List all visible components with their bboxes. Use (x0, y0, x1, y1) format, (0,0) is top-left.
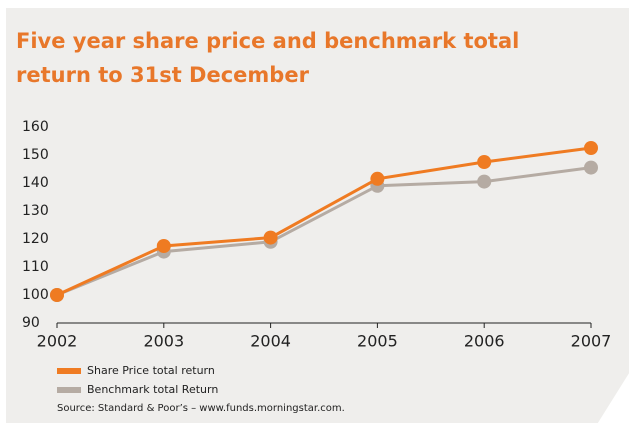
y-tick-label: 130 (22, 203, 49, 219)
legend-label: Benchmark total Return (87, 383, 218, 396)
point (156, 239, 171, 253)
x-tick-label: 2002 (37, 332, 78, 351)
y-tick-label: 120 (22, 231, 49, 247)
source-note: Source: Standard & Poor’s – www.funds.mo… (57, 403, 345, 414)
panel (6, 8, 629, 423)
y-tick-label: 160 (22, 119, 49, 135)
y-tick-label: 90 (22, 315, 40, 331)
y-tick-label: 100 (22, 287, 49, 303)
x-tick-label: 2005 (357, 332, 398, 351)
series-line (56, 166, 592, 297)
y-tick-label: 140 (22, 175, 49, 191)
point (50, 288, 64, 302)
point (584, 141, 598, 155)
legend-label: Share Price total return (87, 364, 215, 377)
y-tick-label: 150 (22, 147, 49, 163)
point (477, 155, 492, 169)
point (477, 174, 492, 189)
legend-swatch (57, 368, 81, 374)
point (584, 160, 598, 175)
legend-swatch (57, 387, 81, 393)
x-tick-label: 2004 (250, 332, 291, 351)
point (370, 171, 385, 186)
point (263, 230, 278, 245)
chart-title: Five year share price and benchmark tota… (16, 29, 520, 87)
series-line (56, 146, 592, 297)
y-tick-label: 110 (22, 259, 49, 275)
x-tick-label: 2006 (464, 332, 505, 351)
x-tick-label: 2003 (143, 332, 184, 351)
x-tick-label: 2007 (571, 332, 612, 351)
